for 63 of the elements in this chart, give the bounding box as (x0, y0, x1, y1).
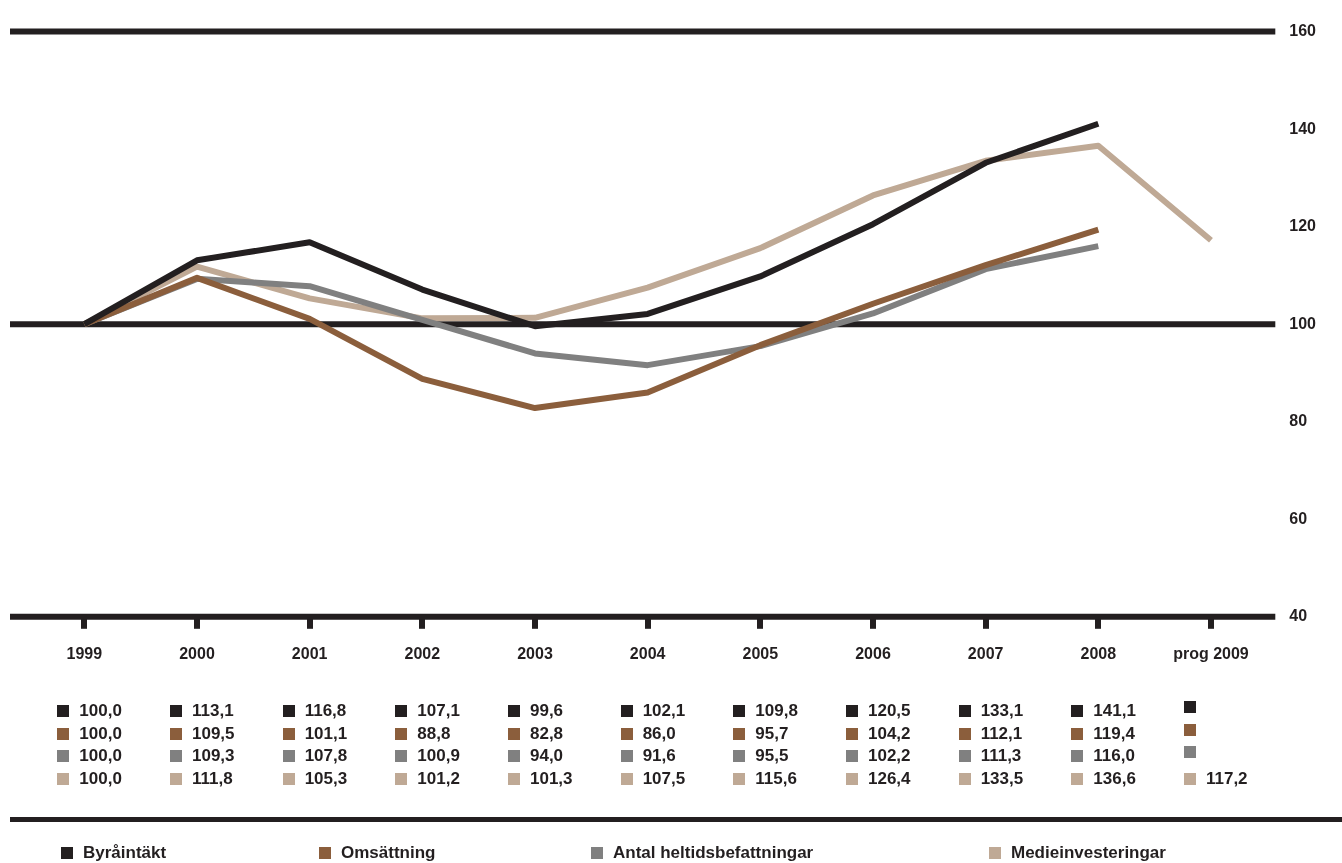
data-label: 126,4 (867, 768, 911, 789)
x-tick-label: 2004 (629, 644, 666, 662)
data-label: 101,2 (417, 768, 460, 789)
data-label: 82,8 (529, 723, 564, 744)
data-label: 107,8 (304, 746, 348, 766)
data-label: 100,9 (417, 746, 460, 766)
legend-label: Antal heltidsbefattningar (613, 843, 814, 863)
data-label: 95,7 (755, 723, 789, 744)
data-label: 141,1 (1093, 701, 1136, 721)
data-label: 94,0 (529, 746, 564, 766)
data-label: 119,4 (1093, 723, 1135, 744)
data-label: 113,1 (191, 701, 234, 721)
data-label: 116,0 (1093, 746, 1135, 766)
data-label: 100,0 (79, 701, 122, 721)
y-tick-label: 120 (1289, 217, 1317, 235)
data-label: 101,1 (304, 723, 348, 744)
data-label: 109,5 (191, 723, 235, 744)
data-label: 86,0 (642, 723, 676, 744)
x-tick-label: 2000 (179, 644, 215, 662)
data-label: 133,5 (980, 768, 1024, 789)
x-tick-label: 2008 (1080, 644, 1117, 662)
data-label: 117,2 (1205, 768, 1248, 789)
x-tick-label: 2001 (291, 644, 328, 662)
y-tick-label: 40 (1289, 607, 1308, 625)
y-tick-label: 160 (1289, 22, 1317, 40)
x-tick-label: prog 2009 (1173, 644, 1249, 662)
data-label: 100,0 (79, 768, 122, 789)
data-label: 88,8 (417, 723, 451, 744)
data-label: 101,3 (529, 768, 573, 789)
data-label: 104,2 (867, 723, 911, 744)
data-label: 115,6 (755, 768, 797, 789)
legend-label: Medieinvesteringar (1011, 843, 1166, 863)
legend-label: Byråintäkt (83, 843, 167, 863)
data-label: 112,1 (980, 723, 1023, 744)
data-label: 136,6 (1093, 768, 1136, 789)
data-label: 109,3 (191, 746, 235, 766)
data-label: 99,6 (529, 701, 564, 721)
data-label: 120,5 (867, 701, 911, 721)
y-tick-label: 60 (1289, 509, 1308, 527)
data-label: 91,6 (642, 746, 676, 766)
data-label: 100,0 (79, 746, 122, 766)
y-tick-label: 80 (1289, 412, 1308, 430)
data-label: 116,8 (304, 701, 347, 721)
data-label: 102,1 (642, 701, 686, 721)
data-label: 105,3 (304, 768, 348, 789)
x-tick-label: 2002 (404, 644, 441, 662)
x-tick-label: 2007 (967, 644, 1004, 662)
data-label: 111,8 (191, 768, 233, 789)
data-label: 102,2 (867, 746, 911, 766)
data-label: 109,8 (755, 701, 798, 721)
y-tick-label: 140 (1289, 119, 1317, 137)
data-label: 133,1 (980, 701, 1024, 721)
y-tick-label: 100 (1289, 314, 1317, 332)
data-label: 107,5 (642, 768, 686, 789)
data-label: 100,0 (79, 723, 122, 744)
data-label: 107,1 (417, 701, 460, 721)
data-label: 111,3 (980, 746, 1022, 766)
x-tick-label: 1999 (66, 644, 103, 662)
legend-label: Omsättning (341, 843, 436, 863)
data-label: 95,5 (755, 746, 789, 766)
x-tick-label: 2006 (855, 644, 891, 662)
x-tick-label: 2005 (742, 644, 779, 662)
x-tick-label: 2003 (517, 644, 553, 662)
